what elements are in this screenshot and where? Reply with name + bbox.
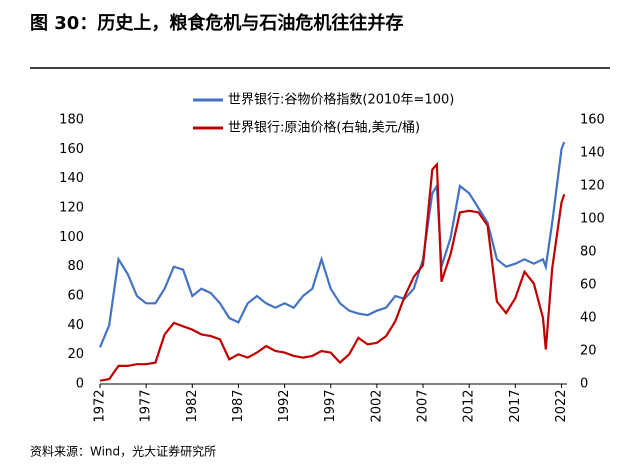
y2-tick-label: 80 [580,245,597,260]
y-tick-label: 140 [59,171,84,186]
y-tick-label: 40 [67,318,84,333]
y2-tick-label: 20 [580,344,597,359]
y2-tick-label: 40 [580,311,597,326]
y2-tick-label: 120 [580,179,605,194]
x-tick-label: 1977 [139,389,154,422]
y2-tick-label: 160 [580,113,605,128]
series-line [99,161,566,382]
source: 资料来源：Wind，光大证券研究所 [30,444,216,459]
chart-title: 图 30：历史上，粮食危机与石油危机往往并存 [30,12,403,34]
y-tick-label: 80 [67,259,84,274]
y-tick-label: 100 [59,230,84,245]
x-tick-label: 2022 [554,389,569,422]
x-tick-label: 1997 [323,389,338,422]
series-line [98,141,566,348]
x-tick-label: 1992 [277,389,292,422]
y2-tick-label: 140 [580,146,605,161]
y-tick-label: 0 [76,377,84,392]
legend-label: 世界银行:谷物价格指数(2010年=100) [228,92,454,108]
x-tick-label: 2012 [462,389,477,422]
legend-label: 世界银行:原油价格(右轴,美元/桶) [228,120,420,136]
y-tick-label: 180 [59,113,84,128]
x-tick-label: 1982 [185,389,200,422]
y-tick-label: 120 [59,201,84,216]
x-tick-label: 2002 [369,389,384,422]
y2-tick-label: 0 [580,377,588,392]
y-tick-label: 20 [67,347,84,362]
x-tick-label: 2007 [416,389,431,422]
x-tick-label: 1972 [93,389,108,422]
y2-tick-label: 100 [580,212,605,227]
y-tick-label: 60 [67,289,84,304]
y2-tick-label: 60 [580,278,597,293]
x-tick-label: 1987 [231,389,246,422]
y-tick-label: 160 [59,142,84,157]
x-tick-label: 2017 [508,389,523,422]
